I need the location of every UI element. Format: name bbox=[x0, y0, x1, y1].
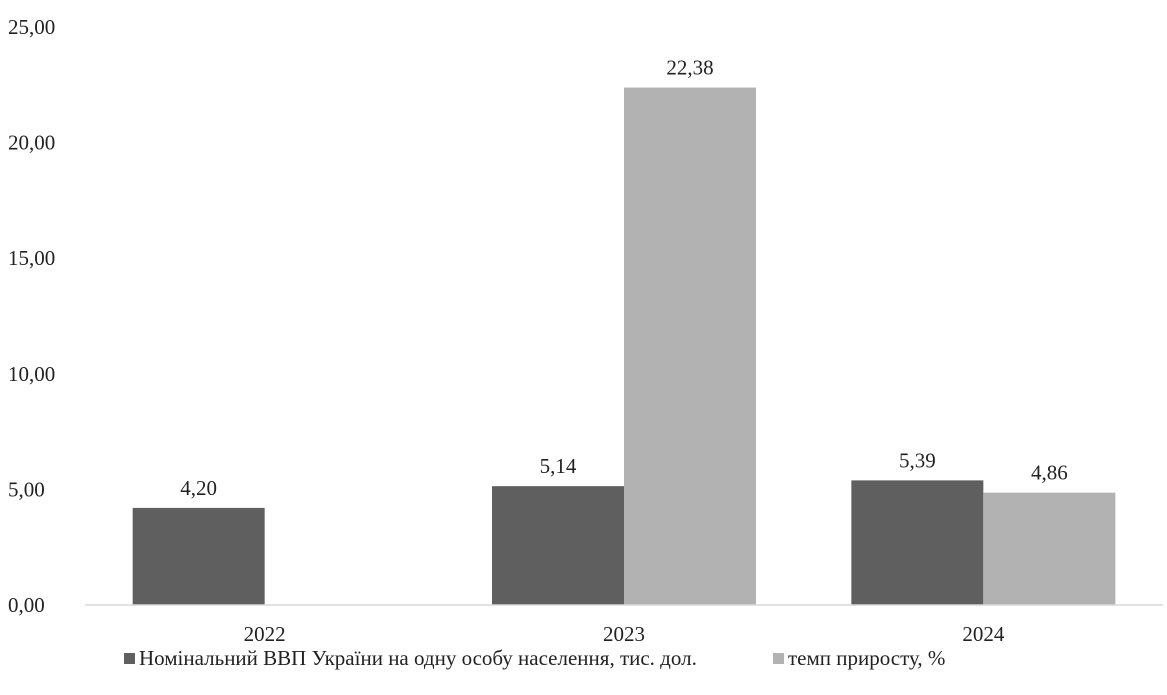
legend-item-gdp: Номінальний ВВП України на одну особу на… bbox=[124, 646, 697, 671]
legend-swatch-gdp bbox=[124, 653, 135, 664]
x-category-label: 2023 bbox=[603, 622, 645, 646]
bar-2024-series-1 bbox=[983, 492, 1116, 605]
y-tick-label: 10,00 bbox=[8, 362, 55, 386]
data-label-2022-series-0: 4,20 bbox=[180, 476, 217, 500]
x-category-label: 2024 bbox=[962, 622, 1005, 646]
y-tick-label: 25,00 bbox=[8, 15, 55, 39]
y-tick-label: 15,00 bbox=[8, 246, 55, 270]
legend-label-growth: темп приросту, % bbox=[788, 646, 946, 670]
data-label-2023-series-1: 22,38 bbox=[666, 56, 713, 80]
legend-label-gdp: Номінальний ВВП України на одну особу на… bbox=[139, 646, 697, 670]
x-category-label: 2022 bbox=[244, 622, 286, 646]
bar-2023-series-1 bbox=[624, 87, 756, 605]
legend-swatch-growth bbox=[773, 653, 784, 664]
y-tick-label: 20,00 bbox=[8, 131, 55, 155]
data-label-2023-series-0: 5,14 bbox=[540, 454, 577, 478]
bar-2024-series-0 bbox=[851, 480, 984, 605]
y-tick-label: 0,00 bbox=[8, 593, 45, 617]
data-label-2024-series-0: 5,39 bbox=[899, 448, 936, 472]
data-label-2024-series-1: 4,86 bbox=[1031, 461, 1068, 485]
y-axis-ticks: 0,00 5,00 10,00 15,00 20,00 25,00 bbox=[8, 15, 55, 617]
data-labels: 4,20 5,14 22,38 5,39 4,86 bbox=[180, 56, 1067, 500]
legend: Номінальний ВВП України на одну особу на… bbox=[0, 646, 1167, 676]
y-tick-label: 5,00 bbox=[8, 477, 45, 501]
x-axis-category-labels: 2022 2023 2024 bbox=[244, 622, 1005, 646]
bars bbox=[132, 87, 1116, 605]
bar-2023-series-0 bbox=[492, 486, 624, 605]
bar-2022-series-0 bbox=[132, 507, 265, 605]
legend-item-growth: темп приросту, % bbox=[773, 646, 945, 671]
